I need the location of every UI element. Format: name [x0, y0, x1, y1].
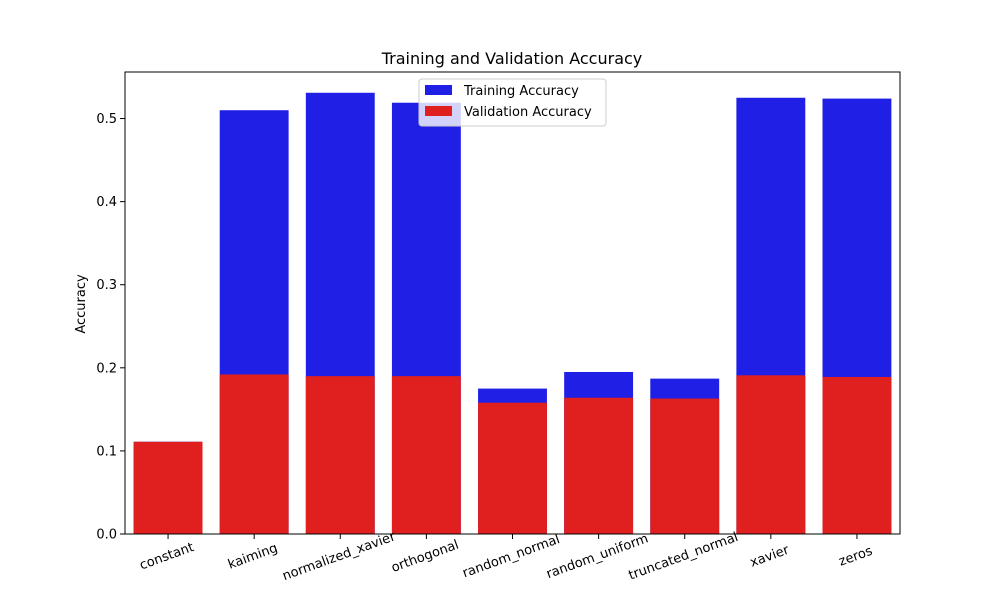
x-tick-label-xavier: xavier	[748, 543, 792, 571]
legend-label-validation: Validation Accuracy	[464, 105, 592, 120]
y-tick-label: 0.5	[96, 112, 117, 127]
y-tick-label: 0.2	[96, 361, 117, 376]
x-tick-label-normalized_xavier: normalized_xavier	[281, 529, 399, 584]
y-tick-label: 0.1	[96, 444, 117, 459]
x-tick-label-zeros: zeros	[837, 544, 875, 570]
y-tick-label: 0.0	[96, 528, 117, 543]
legend: Training Accuracy Validation Accuracy	[418, 78, 607, 127]
validation-bar-normalized_xavier	[305, 376, 375, 534]
validation-bar-zeros	[822, 376, 892, 534]
validation-bar-constant	[133, 441, 203, 534]
validation-bar-xavier	[736, 375, 806, 534]
legend-swatch-training	[425, 85, 452, 95]
y-tick-label: 0.4	[96, 195, 117, 210]
x-tick-label-orthogonal: orthogonal	[389, 538, 460, 576]
legend-box	[418, 78, 607, 127]
y-axis-title: Accuracy	[74, 274, 89, 334]
bars-group	[133, 92, 892, 535]
validation-bar-kaiming	[219, 374, 289, 534]
legend-label-training: Training Accuracy	[463, 84, 579, 99]
x-tick-label-kaiming: kaiming	[226, 541, 280, 573]
x-axis-ticks: constant kaiming normalized_xavierorthogon…	[138, 529, 875, 584]
validation-bar-random_uniform	[564, 397, 634, 534]
validation-bar-orthogonal	[391, 376, 461, 534]
y-axis-ticks: 0.0 0.1 0.2 0.3 0.4 0.5	[96, 112, 125, 543]
validation-bar-random_normal	[478, 402, 547, 534]
y-tick-label: 0.3	[96, 278, 117, 293]
chart-title: Training and Validation Accuracy	[381, 49, 643, 68]
x-tick-label-constant: constant	[138, 540, 196, 573]
plot-frame	[124, 71, 901, 535]
legend-swatch-validation	[425, 106, 452, 116]
validation-bar-truncated_normal	[650, 398, 720, 534]
